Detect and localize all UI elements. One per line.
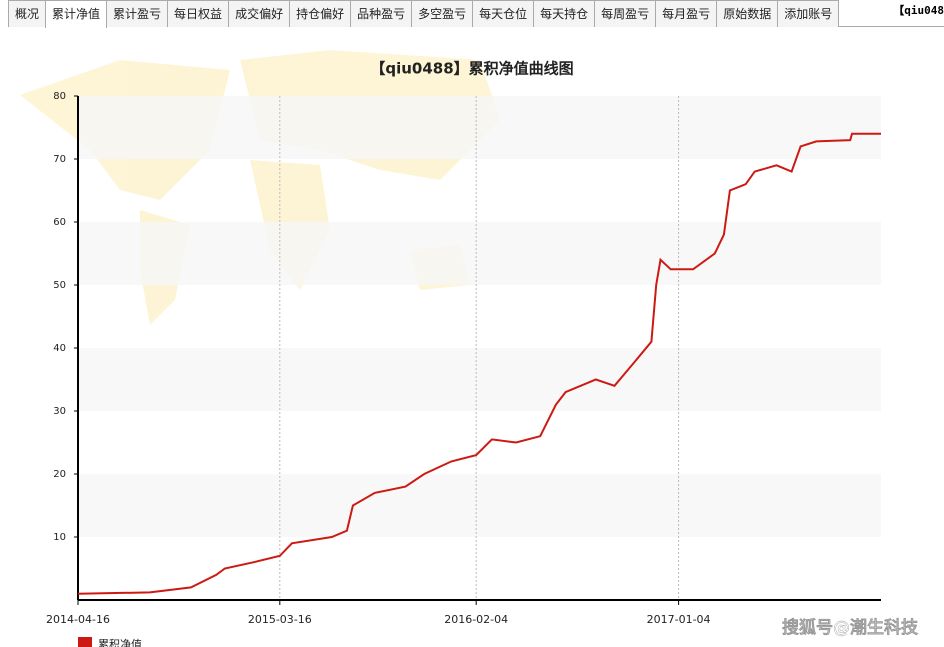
line-series: [77, 132, 881, 595]
y-tick-label: 80: [53, 91, 66, 102]
account-label: 【qiu048: [893, 4, 944, 17]
x-tick-label: 2015-03-16: [248, 613, 312, 626]
tab[interactable]: 概况: [8, 0, 47, 27]
legend-swatch: [78, 637, 92, 647]
x-tick-label: 2017-01-04: [647, 613, 711, 626]
grid-band: [78, 96, 881, 159]
chart-title: 【qiu0488】累积净值曲线图: [370, 60, 573, 78]
x-tick-label: 2016-02-04: [444, 613, 508, 626]
y-tick-label: 70: [53, 154, 66, 165]
tab[interactable]: 每月盈亏: [655, 0, 718, 27]
y-tick-label: 60: [53, 217, 66, 228]
tab[interactable]: 累计盈亏: [106, 0, 169, 27]
x-tick-label: 2014-04-16: [46, 613, 110, 626]
tab-bar: 概况 累计净值 累计盈亏 每日权益 成交偏好 持仓偏好 品种盈亏 多空盈亏 每天仓位 每天持仓 每周…: [8, 0, 944, 28]
tab[interactable]: 添加账号: [777, 0, 840, 27]
grid-band: [78, 348, 881, 411]
grid-band: [78, 474, 881, 537]
tab[interactable]: 每日权益: [167, 0, 230, 27]
tab[interactable]: 每周盈亏: [594, 0, 657, 27]
tab[interactable]: 每天仓位: [472, 0, 535, 27]
watermark: 搜狐号@潮生科技: [782, 617, 919, 638]
y-tick-label: 30: [53, 406, 66, 417]
y-tick-label: 40: [53, 343, 66, 354]
legend-label: 累积净值: [98, 637, 142, 647]
grid-band: [78, 222, 881, 285]
tab[interactable]: 成交偏好: [228, 0, 291, 27]
y-tick-label: 50: [53, 280, 66, 291]
y-tick-label: 10: [53, 532, 66, 543]
tab[interactable]: 原始数据: [716, 0, 779, 27]
tab[interactable]: 每天持仓: [533, 0, 596, 27]
tab[interactable]: 累计净值: [45, 0, 108, 28]
y-tick-label: 20: [53, 469, 66, 480]
tab[interactable]: 持仓偏好: [289, 0, 352, 27]
tab[interactable]: 多空盈亏: [411, 0, 474, 27]
